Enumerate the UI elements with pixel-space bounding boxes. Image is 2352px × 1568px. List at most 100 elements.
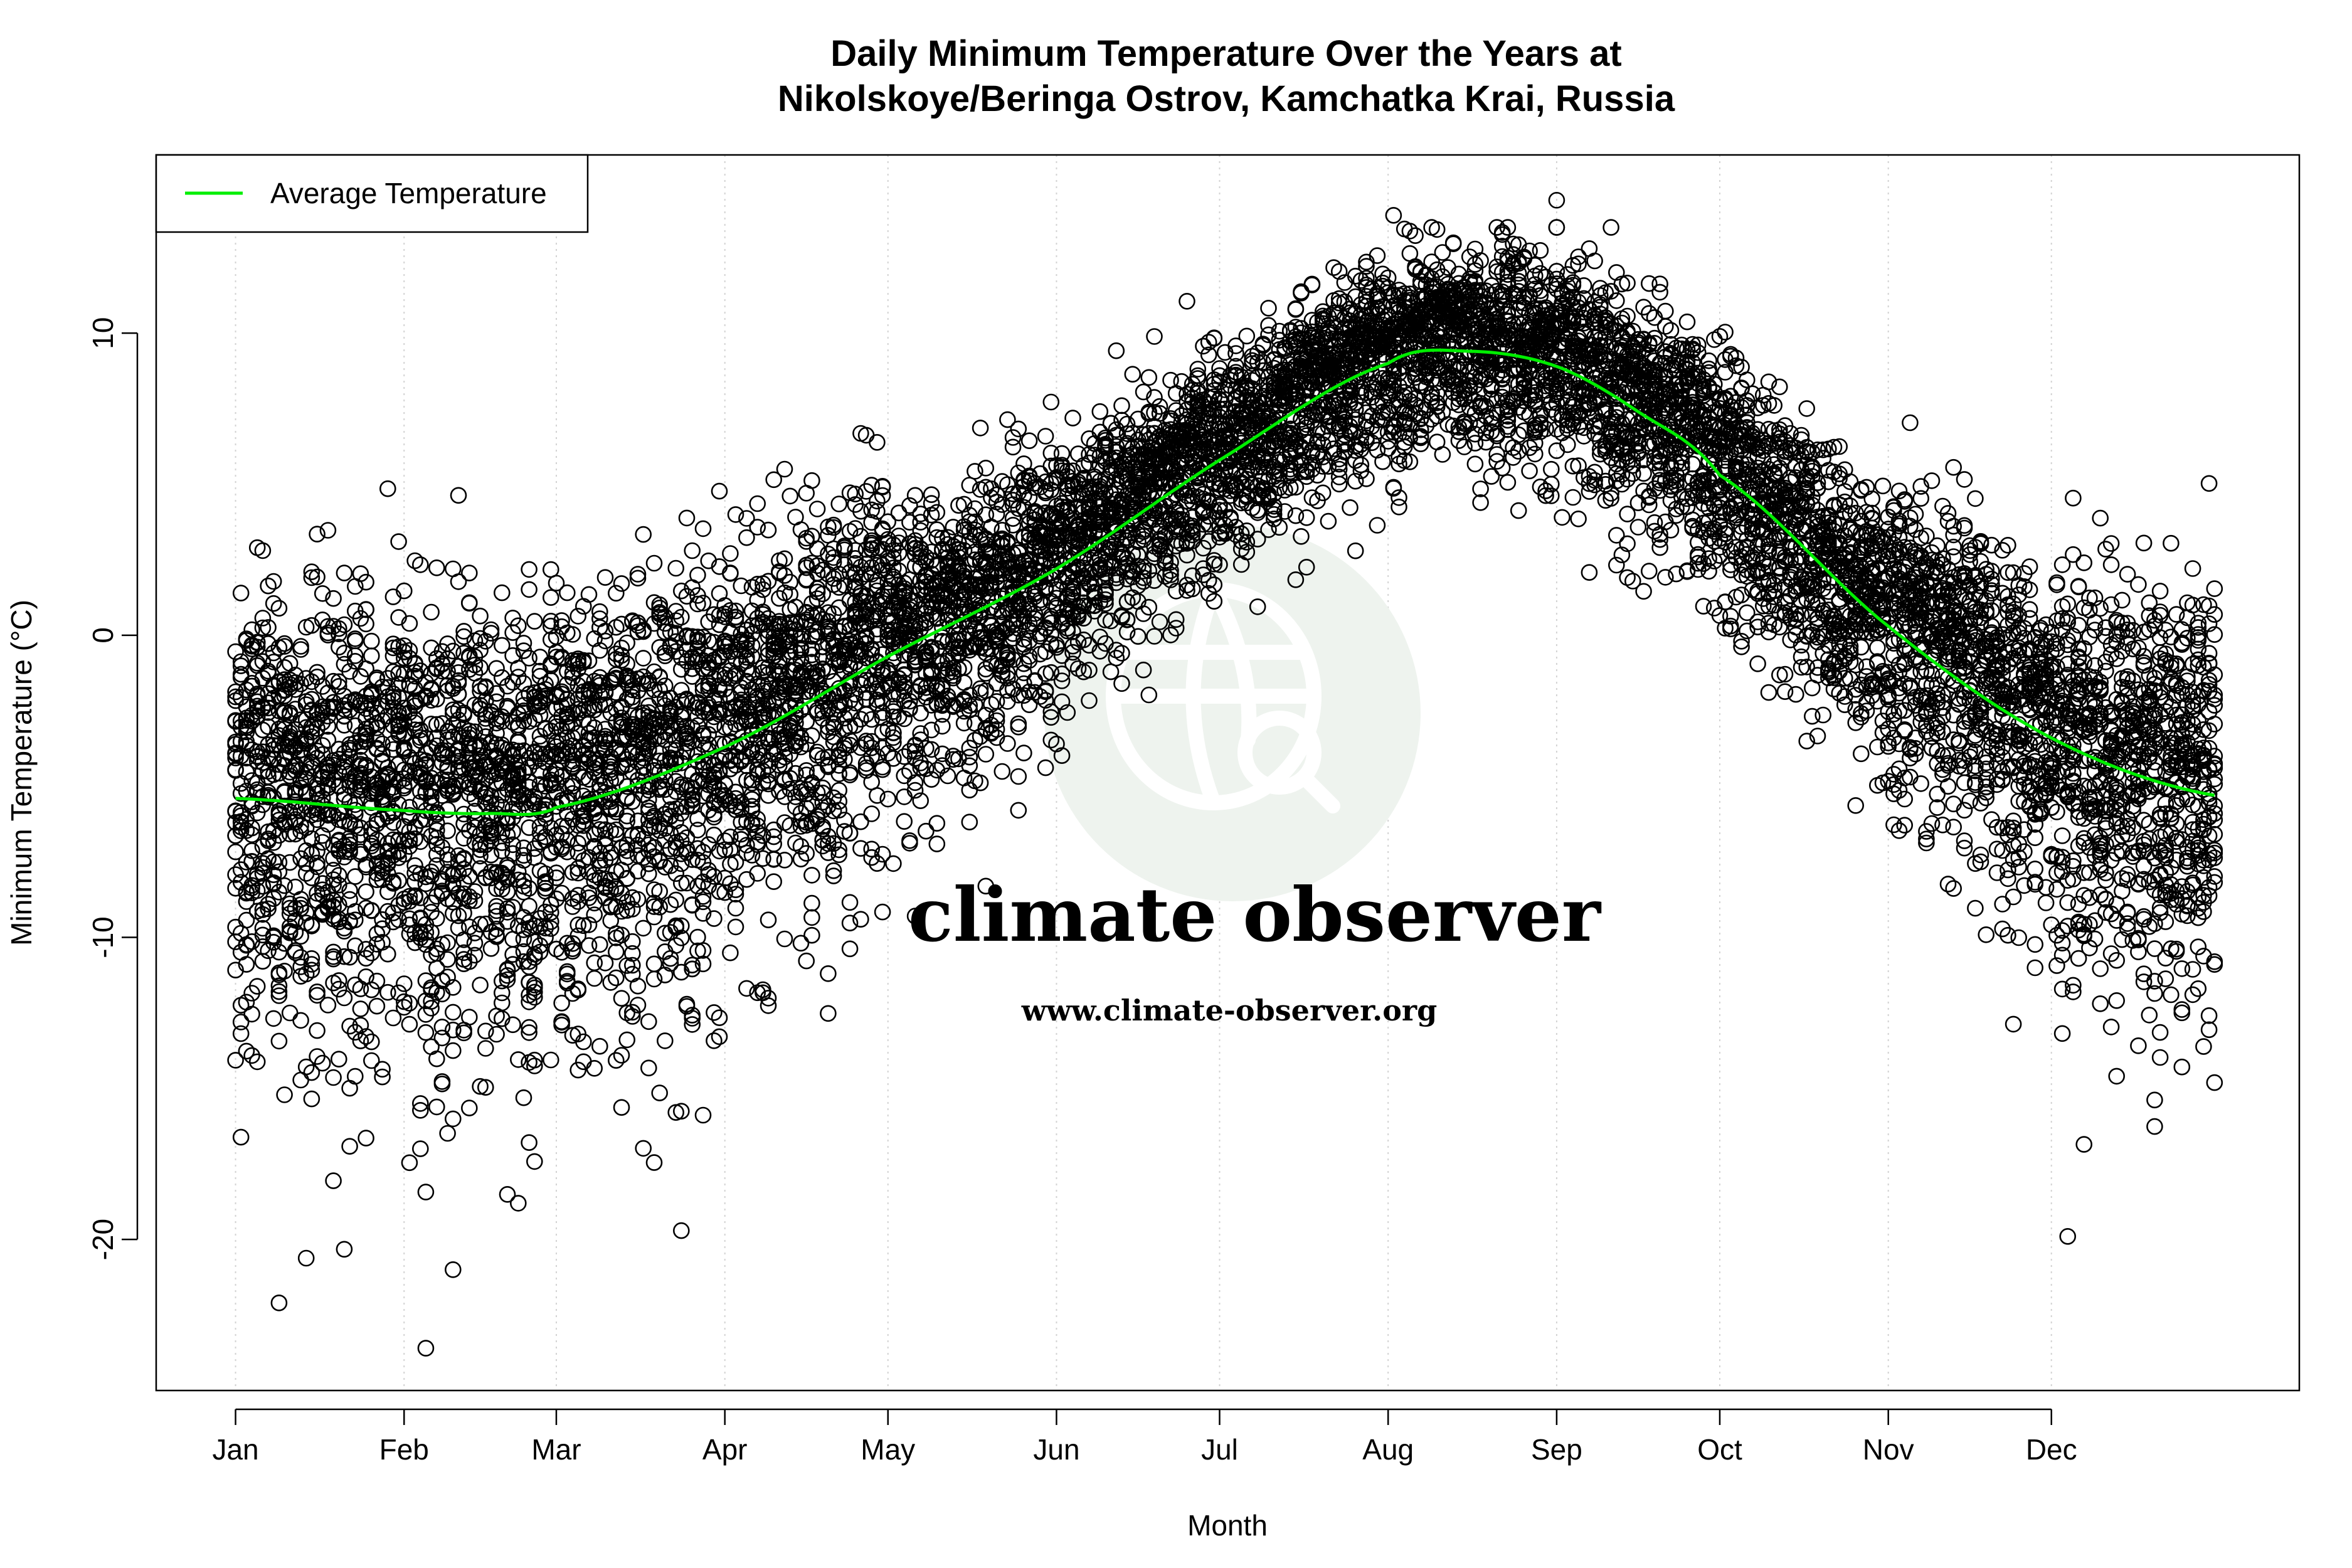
data-point (254, 788, 272, 805)
data-point (411, 793, 429, 811)
data-point (472, 607, 489, 625)
data-point (325, 943, 342, 961)
data-point (444, 777, 462, 795)
data-point (363, 1033, 380, 1051)
data-point (358, 727, 374, 744)
data-point (450, 573, 467, 590)
data-point (384, 873, 402, 891)
data-point (358, 1130, 374, 1147)
data-point (423, 770, 440, 787)
data-point (472, 642, 489, 659)
data-point (319, 801, 337, 818)
data-point (423, 716, 440, 733)
data-point (352, 610, 369, 627)
data-point (455, 623, 472, 640)
data-point (265, 654, 282, 670)
data-point (238, 911, 255, 929)
data-point (232, 1128, 250, 1146)
data-point (444, 1042, 462, 1059)
data-point (319, 807, 337, 824)
data-point (325, 590, 342, 607)
data-point (297, 719, 315, 736)
data-point (406, 692, 423, 709)
data-point (493, 810, 511, 827)
data-point (281, 895, 299, 913)
data-point (260, 577, 277, 595)
data-point (384, 804, 402, 821)
data-point (384, 639, 402, 657)
data-point (352, 1000, 369, 1017)
data-point (346, 937, 364, 955)
data-point (472, 841, 489, 858)
data-point (450, 675, 467, 692)
data-point (325, 672, 342, 690)
data-point (466, 935, 484, 951)
data-point (411, 1140, 429, 1157)
data-point (303, 918, 320, 935)
data-point (515, 1089, 532, 1106)
data-point (270, 1032, 288, 1050)
data-point (488, 880, 505, 898)
data-point (401, 887, 418, 905)
data-point (319, 522, 337, 539)
data-point (493, 787, 511, 804)
data-point (330, 876, 347, 894)
data-point (265, 853, 282, 871)
data-point (270, 863, 288, 881)
data-point (309, 526, 326, 543)
data-point (303, 617, 320, 634)
data-point (248, 634, 266, 652)
data-point (379, 707, 396, 724)
data-point (401, 798, 418, 816)
data-point (330, 896, 347, 913)
data-point (423, 681, 440, 699)
data-point (455, 706, 472, 723)
data-point (460, 723, 478, 739)
data-point (482, 846, 500, 864)
data-point (314, 834, 331, 851)
data-point (303, 673, 320, 691)
data-point (227, 683, 244, 701)
data-point (482, 869, 500, 887)
data-point (379, 983, 396, 1001)
data-point (341, 1138, 358, 1155)
data-point (460, 647, 478, 664)
data-point (423, 904, 440, 921)
data-point (411, 833, 429, 850)
data-point (297, 855, 315, 872)
data-point (336, 616, 353, 633)
data-point (248, 1053, 266, 1071)
data-point (254, 610, 272, 627)
data-point (472, 835, 489, 852)
data-point (270, 720, 288, 738)
data-point (232, 874, 250, 891)
data-point (254, 906, 272, 923)
data-point (276, 1086, 293, 1103)
data-point (314, 585, 331, 602)
data-point (499, 961, 516, 979)
data-point (292, 675, 309, 692)
data-point (314, 698, 331, 716)
data-point (411, 1095, 429, 1112)
data-point (292, 896, 309, 913)
data-point (504, 674, 521, 691)
data-point (270, 639, 288, 656)
data-point (303, 950, 320, 967)
data-point (395, 665, 413, 683)
data-point (428, 1050, 445, 1067)
data-point (346, 903, 364, 920)
data-point (319, 997, 337, 1014)
data-point (450, 865, 467, 882)
data-point (509, 1195, 527, 1212)
data-point (466, 802, 484, 820)
data-point (460, 893, 478, 909)
data-point (368, 669, 386, 686)
data-point (248, 638, 266, 655)
data-point (439, 968, 456, 985)
data-point (455, 944, 472, 961)
data-point (477, 1022, 494, 1040)
data-point (472, 659, 489, 676)
data-point (379, 480, 396, 497)
data-point (260, 699, 277, 717)
data-point (297, 1249, 315, 1267)
